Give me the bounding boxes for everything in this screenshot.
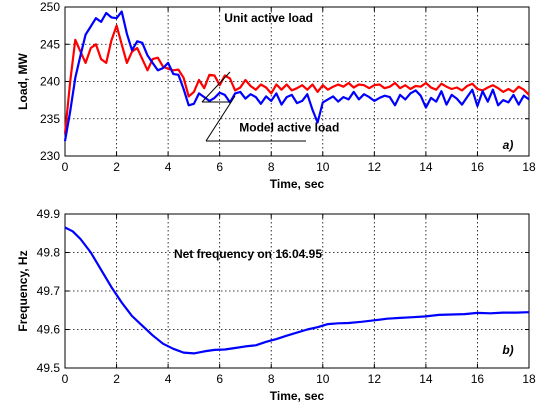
- load-x-tick-label: 18: [522, 160, 536, 174]
- model-active-load-label: Model active load: [239, 120, 339, 134]
- frequency-x-tick-label: 6: [216, 372, 223, 386]
- load-y-tick-label: 245: [40, 37, 60, 51]
- load-y-tick-label: 250: [40, 0, 60, 14]
- frequency-x-tick-label: 16: [471, 372, 485, 386]
- load-y-tick-label: 235: [40, 112, 60, 126]
- frequency-x-tick-label: 2: [113, 372, 120, 386]
- load-panel-label: a): [503, 138, 514, 152]
- load-x-tick-label: 12: [368, 160, 382, 174]
- frequency-x-tick-label: 8: [268, 372, 275, 386]
- load-x-tick-label: 2: [113, 160, 120, 174]
- load-x-tick-label: 10: [316, 160, 330, 174]
- frequency-y-tick-label: 49.8: [37, 246, 61, 260]
- frequency-x-axis-label: Time, sec: [270, 389, 325, 403]
- frequency-line: [64, 226, 530, 355]
- frequency-x-tick-label: 14: [419, 372, 433, 386]
- load-chart: 0 2 4 6 8 10 12 14 16 18 230 235 240 245 250 Time, sec L…: [16, 0, 536, 191]
- frequency-x-tick-label: 10: [316, 372, 330, 386]
- load-x-tick-label: 16: [471, 160, 485, 174]
- frequency-y-tick-label: 49.7: [37, 284, 61, 298]
- unit-active-load-line: [63, 24, 530, 134]
- frequency-y-tick-label: 49.9: [37, 207, 61, 221]
- load-x-tick-label: 14: [419, 160, 433, 174]
- load-x-tick-label: 6: [216, 160, 223, 174]
- load-x-tick-label: 0: [62, 160, 69, 174]
- annotation-leader: [201, 71, 231, 103]
- frequency-x-tick-label: 12: [368, 372, 382, 386]
- load-x-tick-label: 4: [165, 160, 172, 174]
- frequency-x-tick-label: 4: [165, 372, 172, 386]
- load-y-tick-label: 230: [40, 149, 60, 163]
- load-x-tick-label: 8: [268, 160, 275, 174]
- load-y-axis-label: Load, MW: [16, 53, 30, 110]
- frequency-panel-label: b): [502, 343, 513, 357]
- model-active-load-line: [63, 10, 530, 142]
- frequency-y-tick-label: 49.6: [37, 323, 61, 337]
- frequency-y-tick-label: 49.5: [37, 361, 61, 375]
- unit-active-load-label: Unit active load: [224, 11, 313, 25]
- frequency-y-axis-label: Frequency, Hz: [16, 250, 30, 331]
- frequency-x-tick-label: 18: [522, 372, 536, 386]
- load-x-axis-label: Time, sec: [270, 177, 325, 191]
- frequency-chart: 0 2 4 6 8 10 12 14 16 18 49.5 49.6 49.7 49.8 49.9 Time,…: [16, 207, 536, 403]
- frequency-x-tick-label: 0: [62, 372, 69, 386]
- annotation-leader: [205, 95, 236, 142]
- load-y-tick-label: 240: [40, 75, 60, 89]
- net-frequency-label: Net frequency on 16.04.95: [174, 247, 322, 261]
